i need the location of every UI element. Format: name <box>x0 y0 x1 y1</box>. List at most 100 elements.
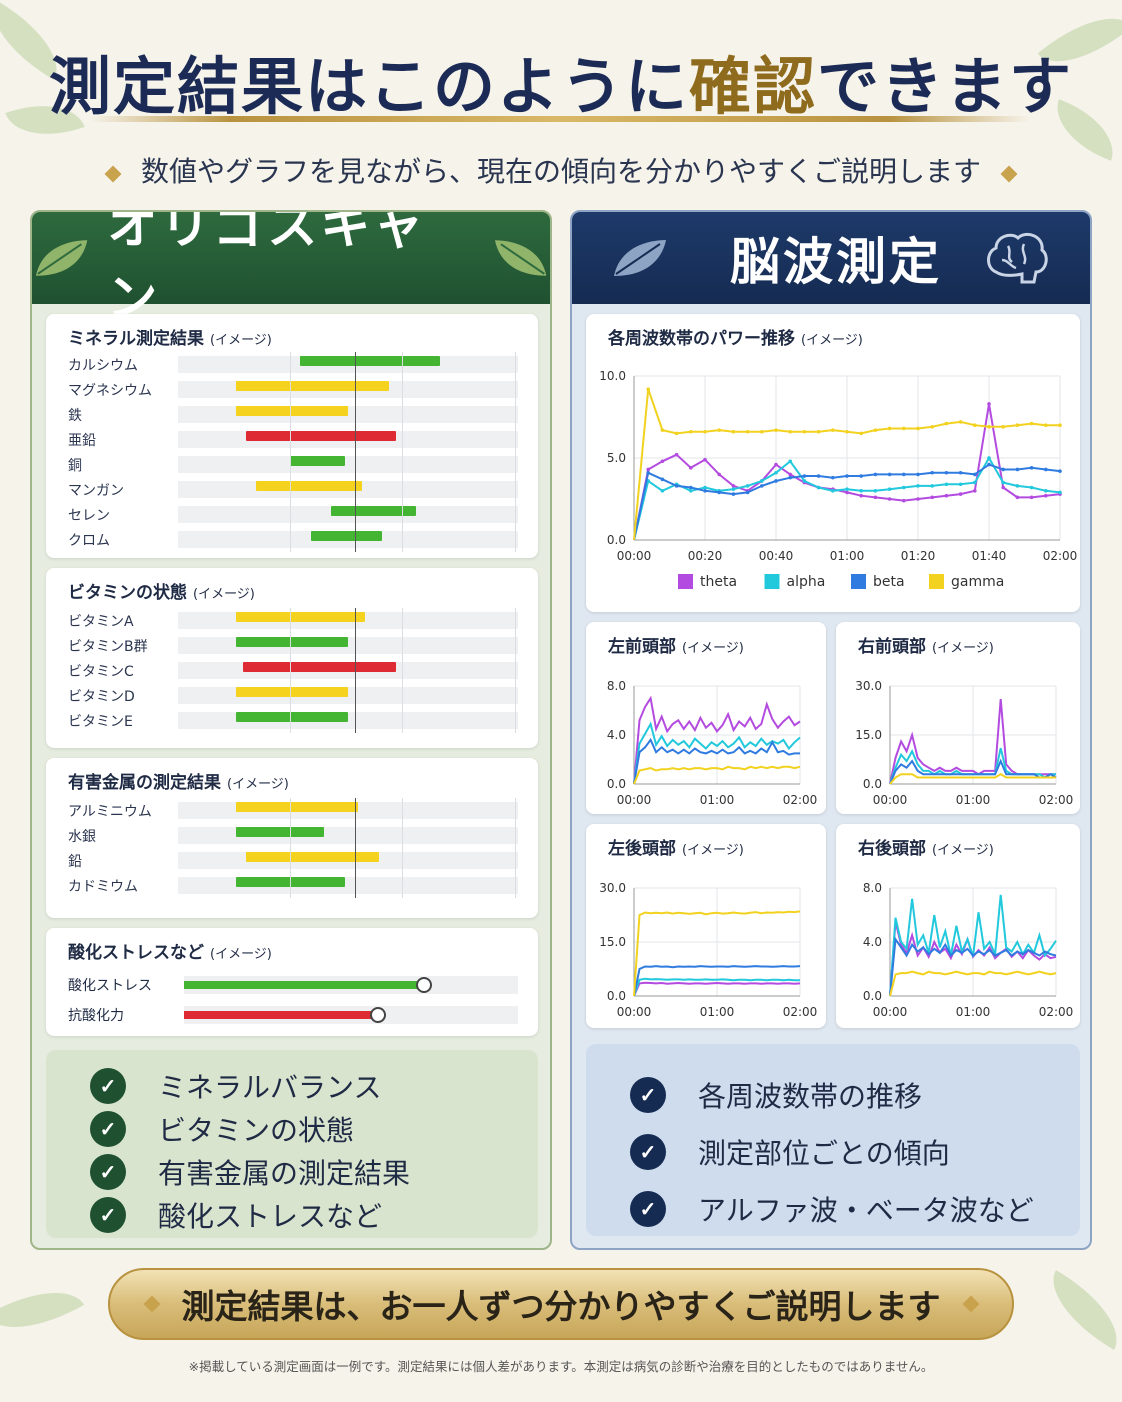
check-label: ミネラルバランス <box>158 1070 382 1104</box>
data-point-beta <box>703 489 707 493</box>
series-line-theta <box>633 981 801 997</box>
data-point-gamma <box>944 421 949 426</box>
stress-knob <box>369 1007 386 1023</box>
leaf-decoration-icon <box>0 1270 84 1350</box>
bar-fill <box>235 712 348 722</box>
data-point-alpha <box>703 485 707 490</box>
x-tick-label: 01:20 <box>901 549 936 563</box>
data-point-alpha <box>788 459 792 464</box>
stress-card: 酸化ストレスなど (イメージ) 酸化ストレス 抗酸化力 <box>46 928 538 1036</box>
data-point-beta <box>873 472 878 477</box>
data-point-theta <box>1029 495 1034 500</box>
y-tick-label: 8.0 <box>863 881 882 895</box>
data-point-theta <box>1015 495 1020 500</box>
grid-line <box>402 352 404 552</box>
data-point-gamma <box>1058 423 1062 427</box>
grid-line <box>514 352 516 552</box>
explanation-banner: 測定結果は、お一人ずつ分かりやすくご説明します <box>108 1268 1014 1340</box>
data-point-alpha <box>859 489 863 493</box>
data-point-beta <box>802 474 807 478</box>
bar-label: セレン <box>68 507 110 524</box>
bar-fill <box>246 431 396 441</box>
bar-fill <box>256 481 362 491</box>
data-point-gamma <box>745 429 750 434</box>
check-item: ✓ アルファ波・ベータ波など <box>630 1180 1080 1237</box>
bar-row: 水銀 <box>66 823 518 848</box>
diamond-icon <box>143 1295 160 1313</box>
data-point-theta <box>1001 485 1005 490</box>
y-tick-label: 30.0 <box>855 679 882 693</box>
data-point-alpha <box>802 479 807 483</box>
bar-label: マグネシウム <box>68 382 152 399</box>
data-point-alpha <box>845 487 849 491</box>
bar-row: セレン <box>66 502 518 527</box>
check-label: 有害金属の測定結果 <box>158 1156 411 1190</box>
eeg-title: 脳波測定 <box>730 232 942 291</box>
check-item: ✓ 測定部位ごとの傾向 <box>630 1123 1080 1180</box>
series-line-gamma <box>889 970 1057 997</box>
left-occipital-card: 左後頭部 (イメージ) 0.0 15.0 30.0 00:00 01:00 02:00 <box>586 824 826 1028</box>
diamond-icon <box>1000 165 1018 182</box>
data-point-theta <box>859 493 863 498</box>
data-point-alpha <box>1058 490 1062 495</box>
right-occipital-card: 右後頭部 (イメージ) 0.0 4.0 8.0 00:00 01:00 02:00 <box>836 824 1080 1028</box>
check-label: ビタミンの状態 <box>158 1113 355 1147</box>
data-point-theta <box>958 492 963 496</box>
data-point-beta <box>916 472 920 477</box>
grid-line <box>402 608 404 733</box>
grid-line <box>290 352 292 552</box>
bar-row: アルミニウム <box>66 798 518 823</box>
left-frontal-card: 左前頭部 (イメージ) 0.0 4.0 8.0 00:00 01:00 02:00 <box>586 622 826 814</box>
power-trend-chart: 0.0 5.0 10.0 00:00 00:20 00:40 01:00 01:20 01:40… <box>599 369 1077 590</box>
right-frontal-title: 右前頭部 (イメージ) <box>858 637 994 657</box>
bar-label: ビタミンD <box>68 688 135 705</box>
data-point-gamma <box>717 428 721 432</box>
data-point-beta <box>646 470 650 475</box>
y-tick-label: 5.0 <box>607 451 626 465</box>
vitamin-card-title: ビタミンの状態 (イメージ) <box>68 583 255 603</box>
oligoscan-panel: オリゴスキャン ミネラル測定結果 (イメージ) カルシウム マグネシウム鉄亜鉛銅マン… <box>30 210 552 1250</box>
series-line-theta <box>633 695 801 785</box>
page-title: 測定結果はこのように確認できます <box>48 50 1074 123</box>
data-point-gamma <box>831 428 835 432</box>
y-tick-label: 4.0 <box>863 935 882 949</box>
mineral-card: ミネラル測定結果 (イメージ) カルシウム マグネシウム鉄亜鉛銅マンガン セレン クロム <box>46 314 538 558</box>
right-frontal-chart: 0.0 15.0 30.0 00:00 01:00 02:00 <box>855 679 1073 807</box>
title-underline <box>90 116 1030 122</box>
data-point-alpha <box>689 489 693 493</box>
data-point-alpha <box>731 487 736 491</box>
left-occipital-title: 左後頭部 (イメージ) <box>608 839 744 859</box>
bar-label: クロム <box>68 532 110 549</box>
right-occipital-chart: 0.0 4.0 8.0 00:00 01:00 02:00 <box>863 881 1073 1019</box>
x-tick-label: 01:00 <box>830 549 865 563</box>
bar-track <box>178 877 518 894</box>
checkmark-icon: ✓ <box>90 1153 126 1190</box>
data-point-theta <box>717 472 721 477</box>
bar-row: 鉛 <box>66 848 518 873</box>
data-point-theta <box>902 498 906 503</box>
bar-row: カドミウム <box>66 873 518 898</box>
check-item: ✓ ビタミンの状態 <box>90 1107 538 1150</box>
check-item: ✓ 酸化ストレスなど <box>90 1193 538 1236</box>
y-tick-label: 0.0 <box>863 777 882 791</box>
data-point-beta <box>674 484 679 488</box>
data-point-gamma <box>703 429 707 434</box>
bar-label: マンガン <box>68 482 124 499</box>
bar-fill <box>235 406 348 416</box>
leaf-icon <box>494 240 547 276</box>
data-point-gamma <box>689 429 693 434</box>
data-point-beta <box>987 462 991 467</box>
data-point-theta <box>703 457 707 462</box>
stress-knob <box>416 977 433 993</box>
data-point-gamma <box>845 429 849 434</box>
data-point-theta <box>987 402 991 406</box>
bar-fill <box>235 802 359 812</box>
data-point-beta <box>717 490 721 495</box>
data-point-beta <box>973 472 977 477</box>
x-tick-label: 00:00 <box>617 549 652 563</box>
checkmark-icon: ✓ <box>90 1110 126 1147</box>
data-point-gamma <box>1001 425 1005 429</box>
stress-row: 酸化ストレス <box>68 970 518 1000</box>
data-point-alpha <box>745 484 750 488</box>
y-tick-label: 15.0 <box>599 935 626 949</box>
